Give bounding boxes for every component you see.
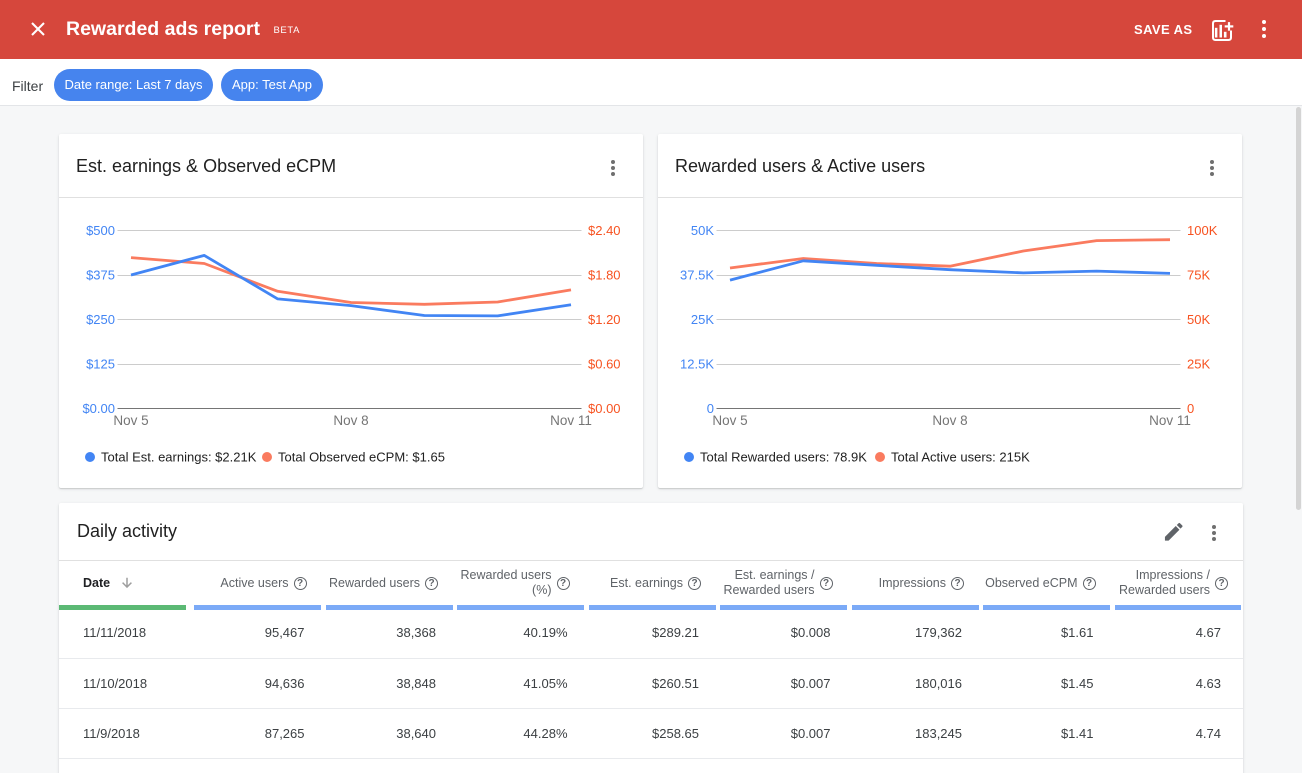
svg-text:Total Rewarded users: 78.9K: Total Rewarded users: 78.9K bbox=[700, 450, 867, 465]
svg-text:Nov 8: Nov 8 bbox=[932, 413, 967, 428]
svg-text:$0.00: $0.00 bbox=[82, 401, 115, 416]
svg-text:25K: 25K bbox=[691, 312, 714, 327]
svg-text:25K: 25K bbox=[1187, 357, 1210, 372]
svg-text:100K: 100K bbox=[1187, 223, 1218, 238]
svg-text:0: 0 bbox=[707, 401, 714, 416]
svg-text:Nov 11: Nov 11 bbox=[550, 413, 592, 428]
svg-text:50K: 50K bbox=[1187, 312, 1210, 327]
svg-text:Nov 5: Nov 5 bbox=[113, 413, 148, 428]
svg-text:37.5K: 37.5K bbox=[680, 268, 714, 283]
svg-text:$0.00: $0.00 bbox=[588, 401, 621, 416]
svg-text:Total Est. earnings: $2.21K: Total Est. earnings: $2.21K bbox=[101, 450, 257, 465]
svg-text:12.5K: 12.5K bbox=[680, 357, 714, 372]
svg-text:$250: $250 bbox=[86, 312, 115, 327]
svg-text:Total Active users: 215K: Total Active users: 215K bbox=[891, 450, 1030, 465]
svg-text:$1.80: $1.80 bbox=[588, 268, 621, 283]
svg-text:75K: 75K bbox=[1187, 268, 1210, 283]
svg-text:Total Observed eCPM: $1.65: Total Observed eCPM: $1.65 bbox=[278, 450, 445, 465]
svg-text:0: 0 bbox=[1187, 401, 1194, 416]
svg-text:Nov 5: Nov 5 bbox=[712, 413, 747, 428]
svg-text:Nov 8: Nov 8 bbox=[333, 413, 368, 428]
svg-text:Nov 11: Nov 11 bbox=[1149, 413, 1191, 428]
svg-text:$125: $125 bbox=[86, 357, 115, 372]
svg-text:50K: 50K bbox=[691, 223, 714, 238]
svg-text:$375: $375 bbox=[86, 268, 115, 283]
svg-text:$500: $500 bbox=[86, 223, 115, 238]
svg-text:$1.20: $1.20 bbox=[588, 312, 621, 327]
svg-text:$2.40: $2.40 bbox=[588, 223, 621, 238]
svg-text:$0.60: $0.60 bbox=[588, 357, 621, 372]
